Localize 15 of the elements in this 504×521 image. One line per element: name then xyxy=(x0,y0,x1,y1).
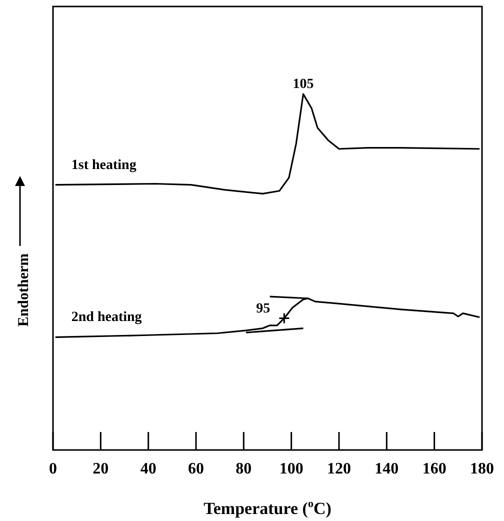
x-tick-label: 160 xyxy=(422,460,446,478)
series-label: 2nd heating xyxy=(71,310,142,326)
annotation: 105 xyxy=(292,77,314,92)
x-tick-label: 140 xyxy=(374,460,399,478)
series-label: 1st heating xyxy=(71,158,136,173)
x-tick-label: 180 xyxy=(470,460,494,478)
x-tick-label: 20 xyxy=(92,460,109,478)
x-tick-label: 60 xyxy=(188,460,204,478)
x-tick-label: 40 xyxy=(140,460,156,478)
x-tick-label: 100 xyxy=(279,460,304,478)
x-tick-label: 80 xyxy=(236,460,252,478)
x-tick-label: 120 xyxy=(327,460,351,478)
x-tick-label: 0 xyxy=(49,460,57,478)
annotation: 95 xyxy=(256,301,270,316)
y-axis-title: Endotherm xyxy=(16,252,32,327)
